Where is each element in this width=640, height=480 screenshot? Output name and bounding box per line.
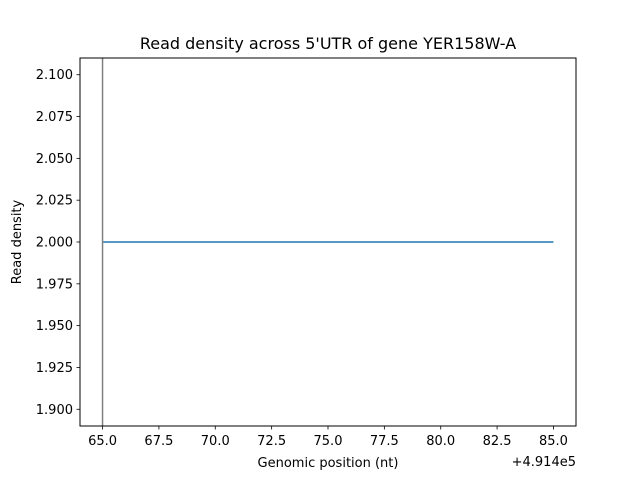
y-axis-label: Read density: [10, 199, 25, 284]
y-tick-label: 1.925: [36, 361, 73, 376]
plot-area: [101, 58, 554, 426]
x-axis-ticks: 65.0 67.5 70.0 72.5 75.0 77.5 80.0 82.5 85.0: [88, 426, 568, 449]
y-tick-label: 2.050: [36, 152, 73, 167]
y-tick-label: 1.975: [36, 277, 73, 292]
x-tick-label: 82.5: [483, 434, 512, 449]
x-axis-label: Genomic position (nt): [258, 456, 399, 471]
y-tick-label: 2.025: [36, 194, 73, 209]
x-tick-label: 67.5: [144, 434, 173, 449]
y-axis-ticks: 1.900 1.925 1.950 1.975 2.000 2.025 2.050 2.075…: [36, 68, 80, 418]
y-tick-label: 1.900: [36, 403, 73, 418]
x-axis-offset-label: +4.914e5: [512, 455, 576, 470]
y-tick-label: 2.000: [36, 236, 73, 251]
y-tick-label: 2.100: [36, 68, 73, 83]
axes-frame: [79, 57, 577, 427]
x-tick-label: 72.5: [257, 434, 286, 449]
x-tick-label: 80.0: [426, 434, 455, 449]
y-tick-label: 1.950: [36, 319, 73, 334]
x-tick-label: 70.0: [201, 434, 230, 449]
y-tick-label: 2.075: [36, 110, 73, 125]
x-tick-label: 77.5: [370, 434, 399, 449]
x-tick-label: 65.0: [88, 434, 117, 449]
x-tick-label: 75.0: [314, 434, 343, 449]
x-tick-label: 85.0: [539, 434, 568, 449]
chart-title: Read density across 5'UTR of gene YER158…: [140, 34, 516, 53]
